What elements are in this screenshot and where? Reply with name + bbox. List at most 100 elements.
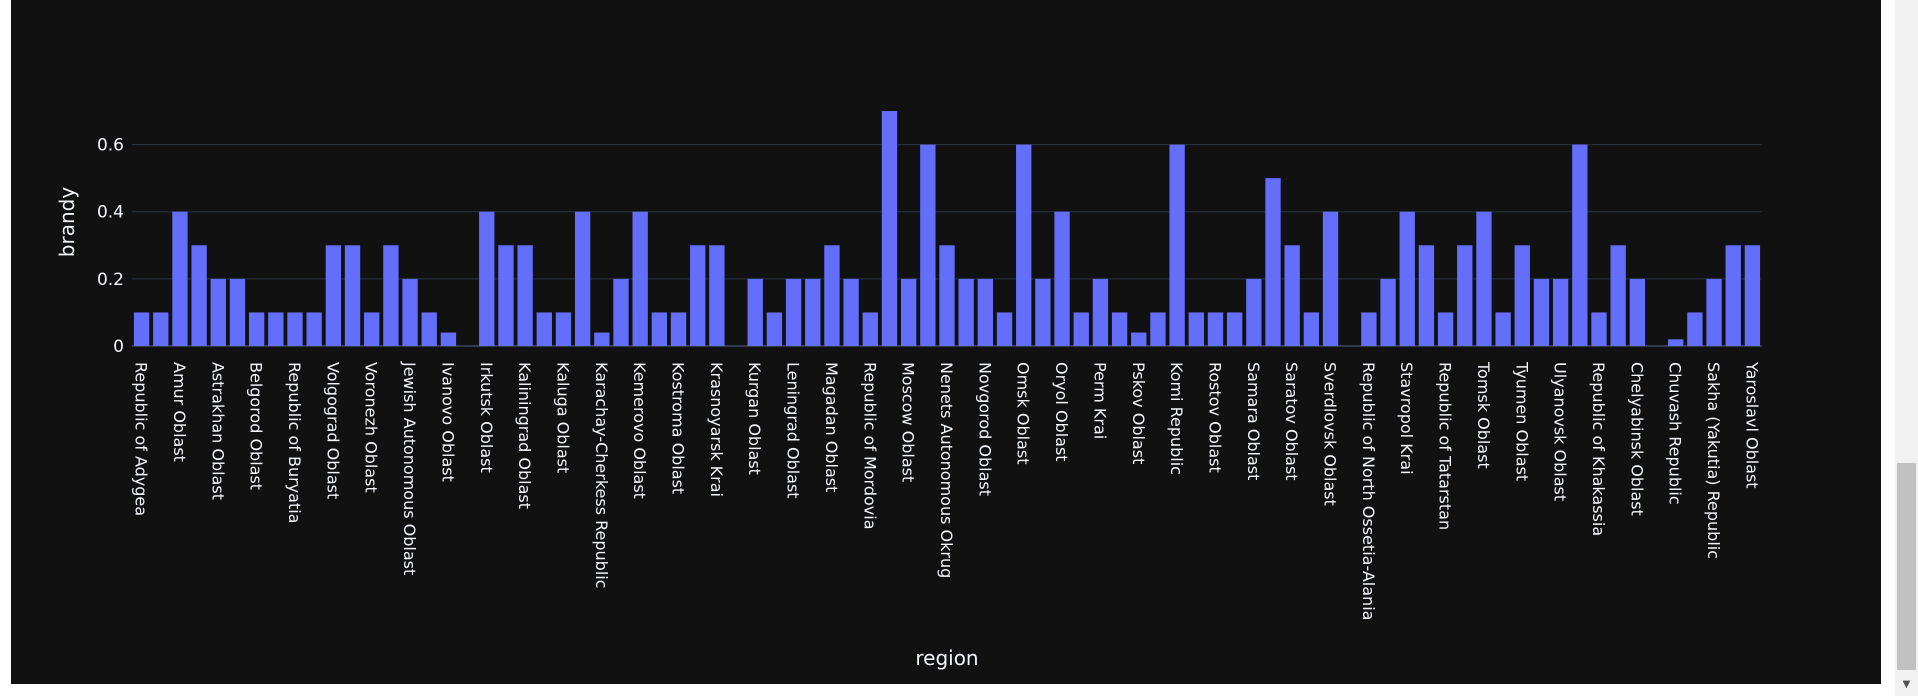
- bar-chart: 0 0.2 0.4 0.6 Republic of Adygea Amur Oblast…: [55, 111, 1762, 670]
- bar: [306, 312, 322, 346]
- x-tick-label: Yaroslavl Oblast: [1742, 361, 1761, 489]
- bar: [709, 245, 725, 346]
- bar: [555, 312, 572, 346]
- x-axis-title: region: [915, 646, 978, 670]
- bar: [632, 211, 648, 346]
- bar: [248, 312, 265, 346]
- bar: [1150, 312, 1166, 346]
- bars: [133, 111, 1761, 346]
- bar: [1092, 278, 1109, 346]
- bar: [1668, 339, 1684, 346]
- bar: [1610, 245, 1626, 346]
- bar: [268, 312, 284, 346]
- x-tick-label: Kurgan Oblast: [745, 362, 764, 475]
- x-tick-label: Leningrad Oblast: [784, 362, 803, 499]
- y-tick-label: 0.6: [97, 136, 124, 156]
- bar: [1687, 312, 1703, 346]
- bar: [747, 278, 763, 346]
- x-tick-label: Omsk Oblast: [1014, 362, 1033, 464]
- bar: [536, 312, 552, 346]
- x-tick-label: Ulyanovsk Oblast: [1551, 362, 1570, 501]
- bar: [1361, 312, 1377, 346]
- bar: [1495, 312, 1511, 346]
- bar: [1533, 278, 1550, 346]
- bar: [1380, 278, 1396, 346]
- bar: [1322, 211, 1339, 346]
- bar: [574, 211, 591, 346]
- bar: [1035, 278, 1051, 346]
- bar: [479, 211, 495, 346]
- x-tick-label: Ivanovo Oblast: [438, 362, 457, 482]
- x-tick-label: Tyumen Oblast: [1512, 361, 1531, 481]
- x-tick-label: Tomsk Oblast: [1474, 361, 1493, 469]
- bar: [977, 278, 994, 346]
- chart-plot-area: 0 0.2 0.4 0.6 Republic of Adygea Amur Oblast…: [11, 0, 1881, 684]
- x-tick-label: Kemerovo Oblast: [630, 362, 649, 499]
- bar: [1303, 312, 1320, 346]
- bar: [517, 245, 533, 346]
- bar: [1399, 211, 1415, 346]
- bar: [210, 278, 226, 346]
- bar: [670, 312, 687, 346]
- bar: [133, 312, 150, 346]
- vertical-scrollbar[interactable]: ▼: [1895, 0, 1918, 696]
- x-tick-label: Jewish Autonomous Oblast: [400, 361, 419, 575]
- x-tick-label: Rostov Oblast: [1205, 362, 1224, 473]
- bar: [421, 312, 437, 346]
- bar: [1169, 144, 1185, 346]
- bar: [1476, 211, 1492, 346]
- bar: [939, 245, 955, 346]
- bar: [805, 278, 821, 346]
- bar: [229, 278, 246, 346]
- x-tick-label: Belgorod Oblast: [247, 362, 266, 490]
- x-tick-label: Republic of Mordovia: [860, 362, 879, 530]
- bar: [498, 245, 514, 346]
- x-tick-label: Saratov Oblast: [1282, 362, 1301, 481]
- x-tick-label: Republic of Khakassia: [1589, 362, 1608, 536]
- scroll-down-arrow-icon[interactable]: ▼: [1902, 679, 1911, 690]
- bar: [651, 312, 668, 346]
- x-tick-label: Komi Republic: [1167, 362, 1186, 475]
- bar: [1514, 245, 1530, 346]
- bar: [1131, 332, 1147, 346]
- bar: [958, 278, 974, 346]
- bar: [172, 211, 188, 346]
- bar: [1265, 178, 1281, 346]
- x-tick-label: Republic of North Ossetia-Alania: [1359, 362, 1378, 620]
- bar: [862, 312, 878, 346]
- bar: [1725, 245, 1741, 346]
- bar: [843, 278, 859, 346]
- x-tick-label: Samara Oblast: [1244, 362, 1263, 480]
- x-tick-label: Pskov Oblast: [1129, 362, 1148, 464]
- x-tick-label: Krasnoyarsk Krai: [707, 362, 726, 497]
- bar: [1591, 312, 1607, 346]
- bar: [1744, 245, 1761, 346]
- bar: [785, 278, 802, 346]
- x-tick-label: Astrakhan Oblast: [208, 362, 227, 500]
- y-axis-title: brandy: [55, 187, 79, 258]
- bar: [364, 312, 380, 346]
- bar: [1437, 312, 1454, 346]
- bar: [824, 245, 840, 346]
- bar: [594, 332, 610, 346]
- bar: [690, 245, 706, 346]
- bar: [1629, 278, 1646, 346]
- bar: [1246, 278, 1262, 346]
- x-tick-label: Voronezh Oblast: [362, 362, 381, 493]
- bar: [325, 245, 342, 346]
- scrollbar-thumb[interactable]: [1897, 463, 1916, 670]
- x-tick-label: Novgorod Oblast: [975, 362, 994, 496]
- x-tick-label: Magadan Oblast: [822, 362, 841, 492]
- x-tick-label: Moscow Oblast: [899, 362, 918, 482]
- x-tick-label: Karachay-Cherkess Republic: [592, 362, 611, 589]
- bar: [613, 278, 629, 346]
- x-tick-label: Nenets Autonomous Okrug: [937, 362, 956, 578]
- x-tick-label: Amur Oblast: [170, 362, 189, 462]
- bar: [1457, 245, 1473, 346]
- x-tick-label: Perm Krai: [1090, 362, 1109, 439]
- bar: [1226, 312, 1243, 346]
- x-tick-label: Volgograd Oblast: [323, 362, 342, 499]
- bar: [1073, 312, 1089, 346]
- x-tick-label: Republic of Buryatia: [285, 362, 304, 523]
- bar: [1207, 312, 1224, 346]
